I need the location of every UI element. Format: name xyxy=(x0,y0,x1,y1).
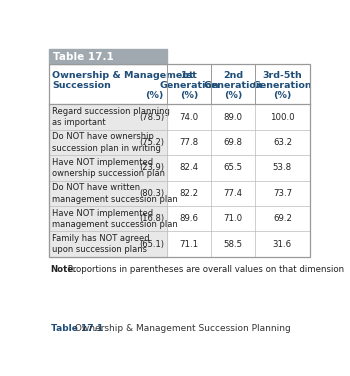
Text: (23.9): (23.9) xyxy=(140,164,164,173)
Text: 71.1: 71.1 xyxy=(180,240,199,249)
Bar xyxy=(49,64,310,257)
Text: (%): (%) xyxy=(224,91,243,100)
Text: 73.7: 73.7 xyxy=(273,189,292,198)
Bar xyxy=(49,49,167,64)
Bar xyxy=(49,155,167,180)
Bar xyxy=(49,64,310,105)
Text: 2nd: 2nd xyxy=(223,71,243,80)
Text: 100.0: 100.0 xyxy=(270,113,295,121)
Text: Generation: Generation xyxy=(159,81,219,89)
Text: 3rd-5th: 3rd-5th xyxy=(262,71,302,80)
Text: Proportions in parentheses are overall values on that dimension: Proportions in parentheses are overall v… xyxy=(65,265,344,274)
Text: 31.6: 31.6 xyxy=(273,240,292,249)
Text: 77.4: 77.4 xyxy=(224,189,243,198)
Bar xyxy=(49,105,167,130)
Text: (78.5): (78.5) xyxy=(140,113,164,121)
Text: Have NOT implemented
management succession plan: Have NOT implemented management successi… xyxy=(52,209,178,229)
Text: (%): (%) xyxy=(273,91,292,100)
Bar xyxy=(49,130,167,155)
Bar xyxy=(49,206,167,232)
Text: 77.8: 77.8 xyxy=(180,138,199,147)
Text: 58.5: 58.5 xyxy=(224,240,243,249)
Text: Ownership & Management Succession Planning: Ownership & Management Succession Planni… xyxy=(72,324,291,333)
Text: 71.0: 71.0 xyxy=(224,214,243,223)
Text: Ownership & Management: Ownership & Management xyxy=(52,71,194,80)
Text: 1st: 1st xyxy=(181,71,197,80)
Text: Have NOT implemented
ownership succession plan: Have NOT implemented ownership successio… xyxy=(52,158,165,178)
Text: Table 17.1: Table 17.1 xyxy=(51,324,103,333)
Text: 74.0: 74.0 xyxy=(180,113,199,121)
Text: Do NOT have ownership
succession plan in writing: Do NOT have ownership succession plan in… xyxy=(52,132,161,153)
Text: Do NOT have written
management succession plan: Do NOT have written management successio… xyxy=(52,183,178,203)
Text: 69.8: 69.8 xyxy=(224,138,243,147)
Text: Generation: Generation xyxy=(253,81,312,89)
Text: (%): (%) xyxy=(180,91,198,100)
Text: (%): (%) xyxy=(146,91,164,100)
Bar xyxy=(49,232,167,257)
Text: 89.6: 89.6 xyxy=(180,214,198,223)
Text: 63.2: 63.2 xyxy=(273,138,292,147)
Text: (65.1): (65.1) xyxy=(140,240,164,249)
Text: Regard succession planning
as important: Regard succession planning as important xyxy=(52,107,170,127)
Text: Table 17.1: Table 17.1 xyxy=(53,52,114,62)
Text: 82.2: 82.2 xyxy=(180,189,199,198)
Text: 82.4: 82.4 xyxy=(180,164,199,173)
Text: Family has NOT agreed
upon succession plans: Family has NOT agreed upon succession pl… xyxy=(52,234,150,255)
Bar xyxy=(49,180,167,206)
Text: (16.8): (16.8) xyxy=(140,214,164,223)
Text: 89.0: 89.0 xyxy=(224,113,243,121)
Text: Note.: Note. xyxy=(51,265,77,274)
Text: (80.3): (80.3) xyxy=(140,189,164,198)
Text: (75.2): (75.2) xyxy=(140,138,164,147)
Text: 69.2: 69.2 xyxy=(273,214,292,223)
Text: 65.5: 65.5 xyxy=(224,164,243,173)
Text: Generation: Generation xyxy=(203,81,263,89)
Text: 53.8: 53.8 xyxy=(273,164,292,173)
Text: Succession: Succession xyxy=(52,81,111,89)
